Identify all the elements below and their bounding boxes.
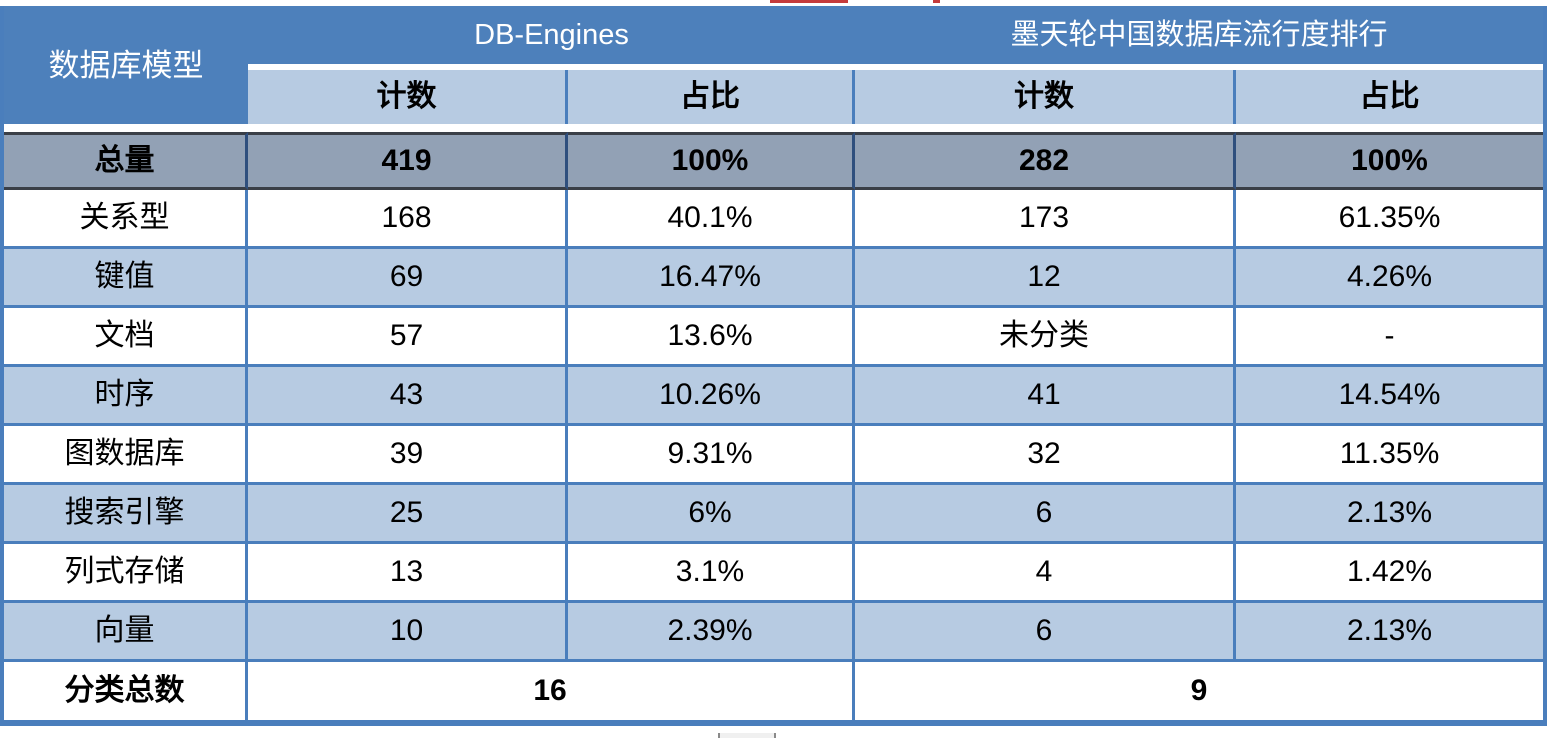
- count-cell: 168: [248, 190, 568, 249]
- header-gap: [248, 64, 1543, 70]
- percent-cell: 1.42%: [1236, 544, 1543, 603]
- row-label-cell: 时序: [4, 367, 248, 426]
- red-tick-artifact: [933, 0, 940, 3]
- percent-cell: 2.39%: [568, 603, 855, 662]
- group-header-modb: 墨天轮中国数据库流行度排行: [855, 6, 1543, 64]
- row-label-cell: 搜索引擎: [4, 485, 248, 544]
- count-cell: 173: [855, 190, 1236, 249]
- row-label-cell: 列式存储: [4, 544, 248, 603]
- scrollbar-fragment[interactable]: [718, 733, 776, 738]
- total-percent-modb: 100%: [1236, 132, 1543, 190]
- percent-cell: 4.26%: [1236, 249, 1543, 308]
- group-header-db-engines: DB-Engines: [248, 6, 855, 64]
- percent-cell: 9.31%: [568, 426, 855, 485]
- percent-cell: 16.47%: [568, 249, 855, 308]
- percent-cell: 2.13%: [1236, 485, 1543, 544]
- percent-cell: 40.1%: [568, 190, 855, 249]
- count-cell: 41: [855, 367, 1236, 426]
- total-row-label: 总量: [4, 132, 248, 190]
- body-gap: [4, 124, 1543, 132]
- total-count-db: 419: [248, 132, 568, 190]
- total-percent-db: 100%: [568, 132, 855, 190]
- summary-label-cell: 分类总数: [4, 662, 248, 720]
- count-cell: 43: [248, 367, 568, 426]
- percent-cell: 11.35%: [1236, 426, 1543, 485]
- subheader-percent-db: 占比: [568, 70, 855, 124]
- subheader-count-db: 计数: [248, 70, 568, 124]
- count-cell: 69: [248, 249, 568, 308]
- count-cell: 6: [855, 485, 1236, 544]
- percent-cell: -: [1236, 308, 1543, 367]
- count-cell: 未分类: [855, 308, 1236, 367]
- database-model-comparison-table: 数据库模型 DB-Engines 墨天轮中国数据库流行度排行 计数 占比 计数 …: [0, 6, 1547, 726]
- count-cell: 25: [248, 485, 568, 544]
- percent-cell: 13.6%: [568, 308, 855, 367]
- row-label-cell: 键值: [4, 249, 248, 308]
- total-count-modb: 282: [855, 132, 1236, 190]
- count-cell: 13: [248, 544, 568, 603]
- count-cell: 4: [855, 544, 1236, 603]
- row-label-cell: 向量: [4, 603, 248, 662]
- count-cell: 39: [248, 426, 568, 485]
- subheader-count-modb: 计数: [855, 70, 1236, 124]
- row-label-cell: 图数据库: [4, 426, 248, 485]
- count-cell: 12: [855, 249, 1236, 308]
- percent-cell: 2.13%: [1236, 603, 1543, 662]
- row-label-cell: 文档: [4, 308, 248, 367]
- row-label-cell: 关系型: [4, 190, 248, 249]
- count-cell: 32: [855, 426, 1236, 485]
- percent-cell: 3.1%: [568, 544, 855, 603]
- percent-cell: 10.26%: [568, 367, 855, 426]
- summary-dbengines-total-cell: 16: [248, 662, 855, 720]
- count-cell: 57: [248, 308, 568, 367]
- red-underline-artifact: [770, 0, 848, 3]
- percent-cell: 61.35%: [1236, 190, 1543, 249]
- percent-cell: 14.54%: [1236, 367, 1543, 426]
- subheader-percent-modb: 占比: [1236, 70, 1543, 124]
- count-cell: 6: [855, 603, 1236, 662]
- summary-modb-total-cell: 9: [855, 662, 1543, 720]
- count-cell: 10: [248, 603, 568, 662]
- corner-header-cell: 数据库模型: [4, 6, 248, 124]
- percent-cell: 6%: [568, 485, 855, 544]
